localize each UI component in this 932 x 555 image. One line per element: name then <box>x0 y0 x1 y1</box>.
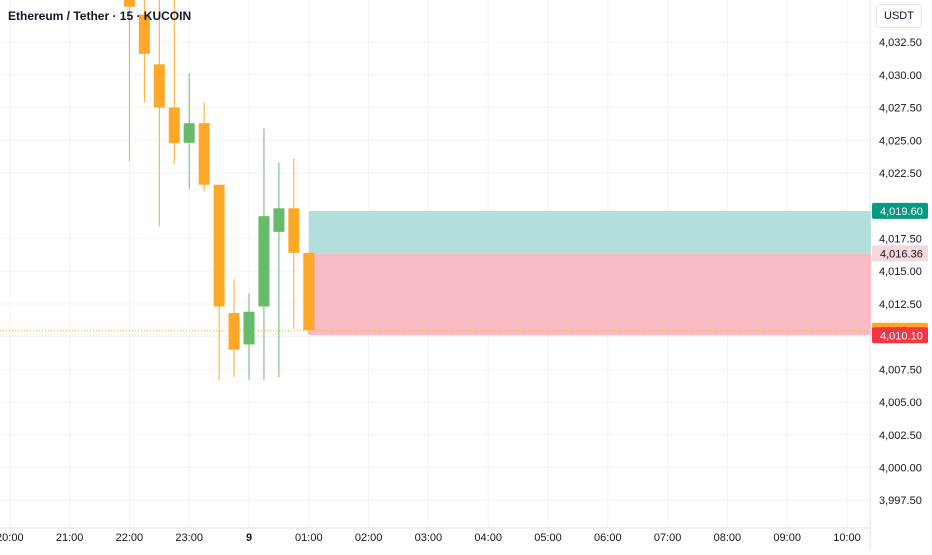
currency-unit-button[interactable]: USDT <box>876 4 922 28</box>
time-tick-label: 09:00 <box>773 532 801 544</box>
candle-down <box>228 279 240 378</box>
candle-down <box>213 184 225 380</box>
candle-body <box>258 216 270 307</box>
price-tick-label: 4,027.50 <box>879 103 922 115</box>
time-tick-label: 01:00 <box>295 532 323 544</box>
target-price-tag: 4,019.60 <box>872 202 928 219</box>
candles <box>123 0 315 380</box>
time-tick-label: 03:00 <box>415 532 443 544</box>
candle-down <box>123 0 135 162</box>
price-tag-label: 4,010.10 <box>880 330 923 342</box>
candle-up <box>273 162 285 378</box>
price-tag-background <box>872 327 928 344</box>
candle-body <box>243 311 255 345</box>
price-tick-label: 4,000.00 <box>879 463 922 475</box>
candle-body <box>168 107 180 143</box>
time-tick-label: 06:00 <box>594 532 622 544</box>
time-tick-label: 20:00 <box>0 532 24 544</box>
candle-down <box>138 0 150 103</box>
price-tick-label: 4,007.50 <box>879 364 922 376</box>
price-tag-label: 4,016.36 <box>880 248 923 260</box>
candle-down <box>168 0 180 164</box>
profit-zone <box>308 210 871 254</box>
entry-price-tag: 4,016.36 <box>872 245 928 262</box>
price-axis-labels: 3,997.50 4,000.00 4,002.50 4,005.00 4,007.50… <box>879 37 922 507</box>
candle-up <box>183 73 195 189</box>
price-tick-label: 3,997.50 <box>879 495 922 507</box>
time-tick-label: 05:00 <box>534 532 562 544</box>
price-tick-label: 4,002.50 <box>879 430 922 442</box>
stop-price-tag: 4,010.10 <box>872 327 928 344</box>
candle-down <box>198 102 210 192</box>
candle-body <box>213 184 225 307</box>
price-tick-label: 4,005.00 <box>879 397 922 409</box>
price-tick-label: 4,015.00 <box>879 266 922 278</box>
price-tick-label: 4,025.00 <box>879 135 922 147</box>
price-tick-label: 4,030.00 <box>879 70 922 82</box>
candle-up <box>243 293 255 380</box>
candle-body <box>138 14 150 54</box>
price-tick-label: 4,032.50 <box>879 37 922 49</box>
candle-body <box>153 64 165 108</box>
price-tag-background <box>872 245 928 262</box>
time-tick-label: 04:00 <box>474 532 502 544</box>
time-tick-label: 08:00 <box>714 532 742 544</box>
price-tag-background <box>872 202 928 219</box>
time-tick-label: 10:00 <box>833 532 861 544</box>
time-tick-label: 23:00 <box>175 532 203 544</box>
loss-zone <box>308 253 871 336</box>
price-tick-label: 4,017.50 <box>879 233 922 245</box>
time-tick-label: 9 <box>246 532 252 544</box>
time-axis-labels: 20:00 21:00 22:00 23:00 9 01:00 02:00 03:00 04:0… <box>0 532 861 544</box>
candle-body <box>123 0 135 7</box>
candle-down <box>288 158 300 329</box>
chart-title: Ethereum / Tether · 15 · KUCOIN <box>8 9 192 23</box>
time-tick-label: 22:00 <box>116 532 144 544</box>
candle-body <box>198 123 210 185</box>
price-tick-label: 4,012.50 <box>879 299 922 311</box>
price-tag-label: 4,019.60 <box>880 206 923 218</box>
candle-body <box>228 313 240 350</box>
candle-body <box>183 123 195 143</box>
price-tags: 4,019.604,016.3611:104,010.10 <box>872 202 928 344</box>
time-tick-label: 07:00 <box>654 532 682 544</box>
candle-down <box>303 252 315 334</box>
time-tick-label: 21:00 <box>56 532 84 544</box>
candle-body <box>303 252 315 331</box>
time-tick-label: 02:00 <box>355 532 383 544</box>
candle-body <box>288 208 300 253</box>
candle-down <box>153 0 165 227</box>
price-tick-label: 4,022.50 <box>879 168 922 180</box>
candle-up <box>258 128 270 380</box>
candle-body <box>273 208 285 232</box>
